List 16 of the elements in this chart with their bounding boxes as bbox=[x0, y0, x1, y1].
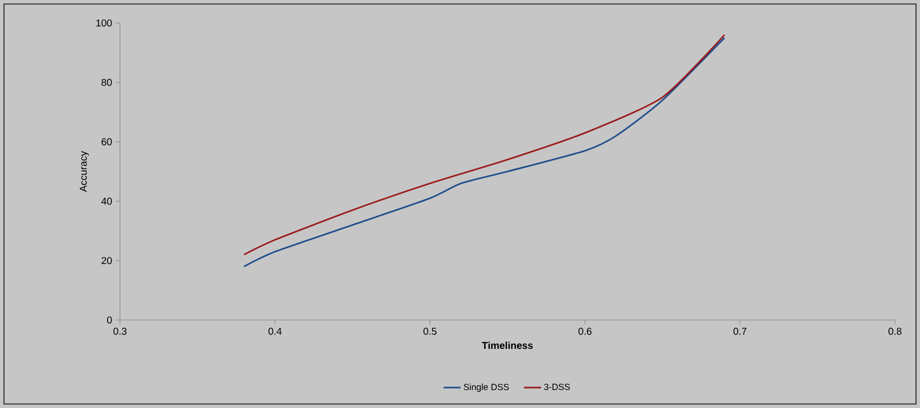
y-tick-label: 40 bbox=[101, 198, 112, 205]
y-tick-label: 20 bbox=[102, 257, 112, 264]
legend-label: Single DSS bbox=[464, 384, 509, 392]
x-tick-label: 0.5 bbox=[423, 328, 437, 335]
y-tick-label: 60 bbox=[102, 138, 112, 146]
y-tick-label: 0 bbox=[107, 316, 112, 324]
y-axis-title: Accuracy bbox=[80, 151, 89, 192]
x-tick-label: 0.3 bbox=[113, 328, 126, 335]
x-tick-label: 0.4 bbox=[268, 328, 282, 335]
x-axis-title: Timeliness bbox=[482, 342, 533, 349]
x-tick-label: 0.7 bbox=[733, 328, 746, 335]
x-tick-label: 0.6 bbox=[578, 328, 592, 335]
legend-label: 3-DSS bbox=[544, 384, 570, 390]
y-tick-label: 100 bbox=[96, 19, 112, 27]
y-tick-label: 80 bbox=[102, 78, 112, 86]
x-tick-label: 0.8 bbox=[888, 328, 902, 335]
